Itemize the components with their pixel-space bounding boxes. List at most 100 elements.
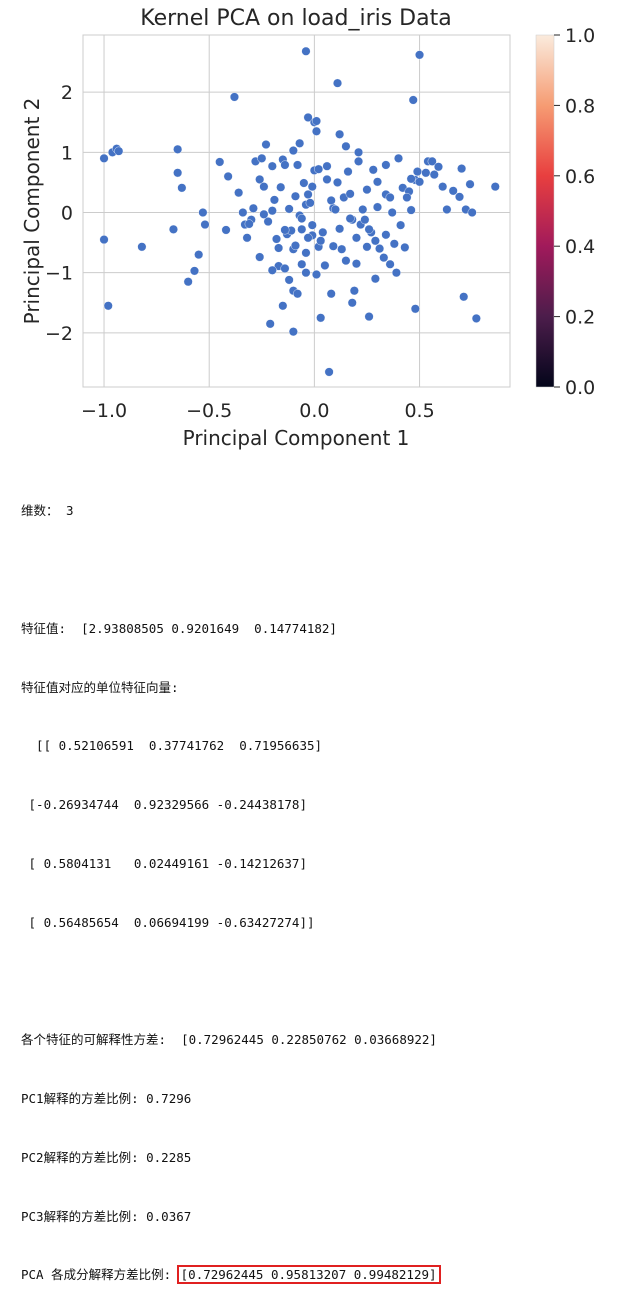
plot-area xyxy=(82,34,511,388)
eigenvector-row: [-0.26934744 0.92329566 -0.24438178] xyxy=(21,797,307,813)
colorbar-tick-label: 0.6 xyxy=(565,166,595,188)
eigenvalues-line: 特征值: [2.93808505 0.9201649 0.14774182] xyxy=(21,620,337,636)
data-point xyxy=(168,224,178,234)
data-point xyxy=(349,286,359,296)
data-point xyxy=(99,153,109,163)
colorbar-tick-label: 1.0 xyxy=(565,25,595,47)
data-point xyxy=(351,233,361,243)
y-tick-label: −1 xyxy=(45,263,73,285)
data-point xyxy=(293,160,303,170)
colorbar-tick-label: 0.8 xyxy=(565,95,595,117)
data-point xyxy=(347,298,357,308)
data-point xyxy=(368,165,378,175)
data-point xyxy=(322,174,332,184)
data-point xyxy=(177,183,187,193)
data-point xyxy=(303,189,313,199)
data-point xyxy=(223,171,233,181)
data-point xyxy=(322,161,332,171)
data-point xyxy=(305,198,315,208)
data-point xyxy=(278,301,288,311)
console-output: 维数： 3 特征值: [2.93808505 0.9201649 0.14774… xyxy=(21,462,621,1305)
data-point xyxy=(103,301,113,311)
x-tick-label: −0.5 xyxy=(186,400,232,422)
data-point xyxy=(389,239,399,249)
data-point xyxy=(381,160,391,170)
data-point xyxy=(337,244,347,254)
data-point xyxy=(307,182,317,192)
data-point xyxy=(362,185,372,195)
data-point xyxy=(265,319,275,329)
y-tick-label: 2 xyxy=(61,82,73,104)
data-point xyxy=(341,256,351,266)
data-point xyxy=(402,192,412,202)
data-point xyxy=(248,203,258,213)
data-point xyxy=(215,157,225,167)
data-point xyxy=(311,116,321,126)
colorbar xyxy=(535,34,555,388)
data-point xyxy=(412,167,422,177)
data-point xyxy=(396,220,406,230)
blank-line xyxy=(21,971,621,991)
data-point xyxy=(335,129,345,139)
chart-title: Kernel PCA on load_iris Data xyxy=(140,6,451,31)
data-point xyxy=(255,174,265,184)
data-point xyxy=(351,259,361,269)
data-point xyxy=(320,260,330,270)
data-point xyxy=(280,263,290,273)
eigenvector-row: [ 0.56485654 0.06694199 -0.63427274]] xyxy=(21,914,315,930)
data-point xyxy=(316,313,326,323)
data-point xyxy=(288,327,298,337)
cumulative-label: PCA 各成分解释方差比例: xyxy=(21,1267,179,1283)
data-point xyxy=(375,244,385,254)
data-point xyxy=(114,146,124,156)
y-ticks: −2 −1 0 1 2 xyxy=(45,82,73,345)
data-point xyxy=(244,219,254,229)
data-point xyxy=(173,144,183,154)
data-point xyxy=(272,234,282,244)
data-point xyxy=(326,195,336,205)
data-point xyxy=(234,188,244,198)
data-point xyxy=(261,140,271,150)
data-point xyxy=(335,224,345,234)
data-point xyxy=(387,208,397,218)
data-point xyxy=(301,268,311,278)
data-point xyxy=(326,289,336,299)
data-point xyxy=(415,50,425,60)
data-point xyxy=(391,268,401,278)
data-point xyxy=(314,164,324,174)
data-point xyxy=(299,178,309,188)
colorbar-tick-label: 0.4 xyxy=(565,236,595,258)
data-point xyxy=(301,248,311,258)
data-point xyxy=(173,168,183,178)
data-point xyxy=(311,126,321,136)
dims-line: 维数： 3 xyxy=(21,503,74,519)
data-point xyxy=(267,206,277,216)
y-tick-label: −2 xyxy=(45,323,73,345)
y-tick-label: 1 xyxy=(61,142,73,164)
pc3-ratio-line: PC3解释的方差比例: 0.0367 xyxy=(21,1208,192,1224)
data-point xyxy=(408,95,418,105)
data-point xyxy=(297,259,307,269)
data-point xyxy=(370,236,380,246)
data-point xyxy=(354,156,364,166)
data-point xyxy=(194,250,204,260)
x-axis-label: Principal Component 1 xyxy=(183,426,410,450)
data-point xyxy=(290,241,300,251)
data-point xyxy=(345,214,355,224)
data-point xyxy=(295,138,305,148)
data-point xyxy=(415,177,425,187)
data-point xyxy=(427,156,437,166)
data-point xyxy=(442,204,452,214)
data-point xyxy=(267,161,277,171)
cumulative-ratio-line: PCA 各成分解释方差比例: [0.72962445 0.95813207 0.… xyxy=(21,1265,621,1285)
data-point xyxy=(381,230,391,240)
data-point xyxy=(238,208,248,218)
data-point xyxy=(255,252,265,262)
data-point xyxy=(280,160,290,170)
data-point xyxy=(490,182,500,192)
x-tick-label: −1.0 xyxy=(81,400,127,422)
blank-line xyxy=(21,560,621,580)
data-point xyxy=(284,204,294,214)
gridlines xyxy=(83,35,510,387)
pc1-ratio-line: PC1解释的方差比例: 0.7296 xyxy=(21,1091,192,1106)
